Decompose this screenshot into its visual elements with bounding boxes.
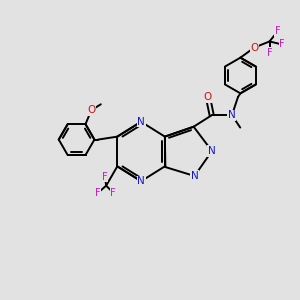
Text: N: N (137, 176, 145, 186)
Text: O: O (87, 105, 95, 115)
Text: F: F (95, 188, 101, 198)
Text: F: F (102, 172, 108, 182)
Text: F: F (279, 39, 285, 50)
Text: F: F (267, 48, 272, 58)
Text: N: N (228, 110, 236, 120)
Text: O: O (204, 92, 212, 102)
Text: F: F (110, 188, 116, 198)
Text: O: O (250, 43, 259, 52)
Text: N: N (137, 117, 145, 127)
Text: F: F (275, 26, 281, 36)
Text: N: N (208, 146, 216, 156)
Text: N: N (190, 171, 198, 181)
